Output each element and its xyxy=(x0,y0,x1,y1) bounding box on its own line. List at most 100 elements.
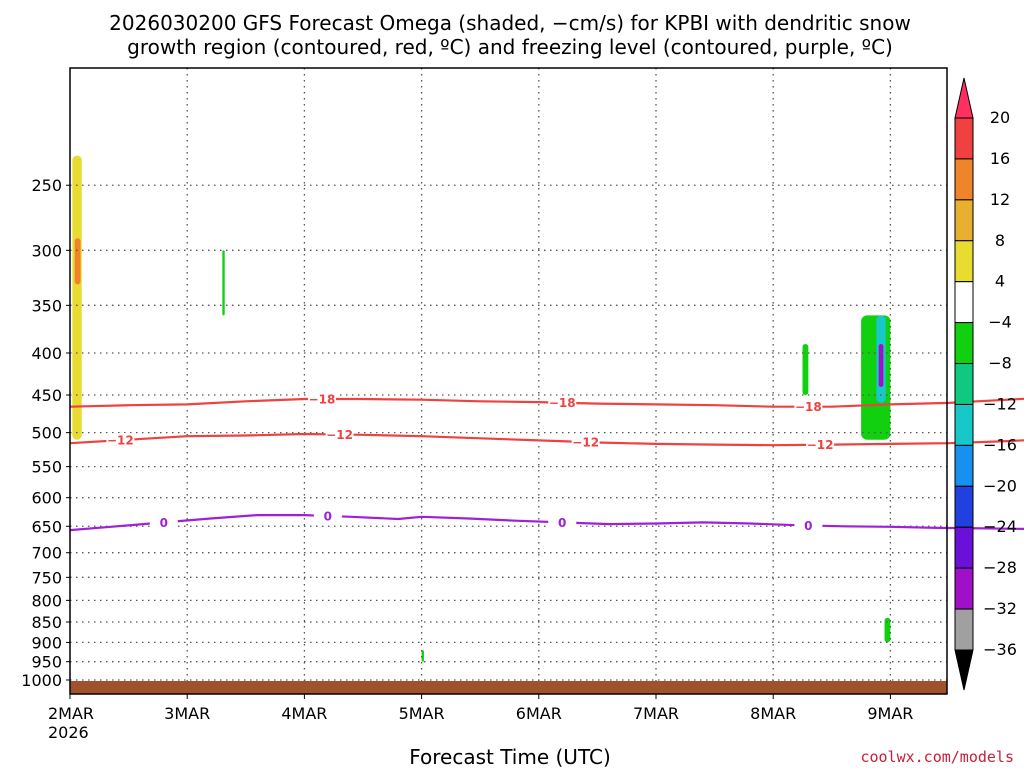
contour-label: 0 xyxy=(558,516,566,530)
contour-label-bg xyxy=(106,433,135,448)
x-tick-label: 5MAR xyxy=(399,704,445,723)
colorbar-box xyxy=(954,322,974,365)
omega-region xyxy=(802,343,809,396)
colorbar-box xyxy=(954,158,974,201)
contour-label-bg xyxy=(313,508,342,523)
contour-label-bg xyxy=(794,399,823,414)
contour-line xyxy=(69,432,1024,447)
colorbar-box xyxy=(954,485,974,528)
contour-label-bg xyxy=(307,391,336,406)
x-tick-label: 7MAR xyxy=(633,704,679,723)
credit-link[interactable]: coolwx.com/models xyxy=(860,748,1014,766)
contour-label: 0 xyxy=(160,516,168,530)
colorbar-box xyxy=(954,363,974,405)
y-tick-label: 550 xyxy=(31,458,62,477)
contour-label-bg xyxy=(149,515,178,530)
y-axis-ticks: 2503003504004505005506006507007508008509… xyxy=(21,176,70,690)
colorbar-label: 12 xyxy=(990,190,1010,209)
y-tick-label: 400 xyxy=(31,344,62,363)
y-tick-label: 900 xyxy=(31,633,62,652)
contour-label: −12 xyxy=(326,428,353,442)
contour-label: −18 xyxy=(795,400,822,414)
colorbar-label: 16 xyxy=(990,149,1010,168)
omega-region xyxy=(878,343,884,387)
colorbar-box xyxy=(954,608,974,651)
omega-region xyxy=(632,284,645,335)
contour-label: 0 xyxy=(804,519,812,533)
omega-region xyxy=(304,334,311,379)
colorbar: 20 16 12 8 4 −4 −8 −12 −16 −20 −24 −28 −32 −36 xyxy=(954,77,1017,691)
contour-label: −18 xyxy=(549,396,576,410)
y-tick-label: 800 xyxy=(31,591,62,610)
colorbar-top-arrow xyxy=(954,77,974,119)
omega-region xyxy=(421,650,424,662)
grid-lines xyxy=(70,68,947,694)
colorbar-label: 4 xyxy=(995,272,1005,291)
x-tick-sublabel: 2026 xyxy=(48,723,89,742)
y-tick-label: 250 xyxy=(31,176,62,195)
contour-label: −18 xyxy=(309,392,336,406)
contour-label-bg xyxy=(548,395,577,410)
y-tick-label: 350 xyxy=(31,296,62,315)
contour-label-bg xyxy=(806,437,835,452)
omega-region xyxy=(72,155,82,440)
contour-line xyxy=(69,514,1024,532)
colorbar-box xyxy=(954,567,974,610)
y-tick-label: 450 xyxy=(31,386,62,405)
contour-label-bg xyxy=(794,518,823,533)
x-tick-label: 4MAR xyxy=(281,704,327,723)
plot-frame xyxy=(69,67,948,695)
contour-label-bg xyxy=(548,515,577,530)
colorbar-label: −4 xyxy=(988,313,1012,332)
contour-label: −12 xyxy=(572,436,599,450)
omega-region xyxy=(902,262,910,295)
colorbar-box xyxy=(954,117,974,160)
omega-region xyxy=(876,466,886,504)
omega-region xyxy=(806,542,812,610)
omega-region xyxy=(931,212,939,239)
contour-label-bg xyxy=(571,435,600,450)
y-tick-label: 750 xyxy=(31,568,62,587)
omega-region xyxy=(74,238,81,285)
y-tick-label: 500 xyxy=(31,424,62,443)
colorbar-label: −12 xyxy=(983,394,1017,413)
terrain-strip xyxy=(70,681,947,694)
contour-line xyxy=(69,397,1024,408)
x-tick-label: 6MAR xyxy=(516,704,562,723)
y-tick-label: 600 xyxy=(31,489,62,508)
colorbar-box xyxy=(954,403,974,446)
omega-shading xyxy=(72,87,965,662)
contour-label: −12 xyxy=(807,438,834,452)
contour-label: 0 xyxy=(324,509,332,523)
colorbar-label: −24 xyxy=(983,517,1017,536)
colorbar-label: −28 xyxy=(983,558,1017,577)
x-axis-label: Forecast Time (UTC) xyxy=(409,745,611,768)
colorbar-label: −20 xyxy=(983,476,1017,495)
y-tick-label: 950 xyxy=(31,653,62,672)
colorbar-label: −36 xyxy=(983,640,1017,659)
colorbar-box xyxy=(954,240,974,283)
colorbar-box xyxy=(954,444,974,487)
x-tick-label: 9MAR xyxy=(867,704,913,723)
colorbar-bottom-arrow xyxy=(954,649,974,691)
colorbar-label: 8 xyxy=(995,231,1005,250)
omega-region xyxy=(419,334,422,387)
y-tick-label: 300 xyxy=(31,241,62,260)
y-tick-label: 700 xyxy=(31,544,62,563)
omega-region xyxy=(884,617,891,643)
colorbar-box xyxy=(954,199,974,242)
omega-region xyxy=(222,250,225,316)
chart-title-line-1: 2026030200 GFS Forecast Omega (shaded, −… xyxy=(109,11,911,35)
colorbar-label: −32 xyxy=(983,599,1017,618)
colorbar-box xyxy=(954,526,974,569)
contour-label-bg xyxy=(325,427,354,442)
y-tick-label: 1000 xyxy=(21,671,62,690)
y-tick-label: 650 xyxy=(31,517,62,536)
omega-region xyxy=(198,139,211,213)
x-tick-label: 8MAR xyxy=(750,704,796,723)
x-tick-label: 2MAR xyxy=(48,704,94,723)
colorbar-label: 20 xyxy=(990,108,1010,127)
